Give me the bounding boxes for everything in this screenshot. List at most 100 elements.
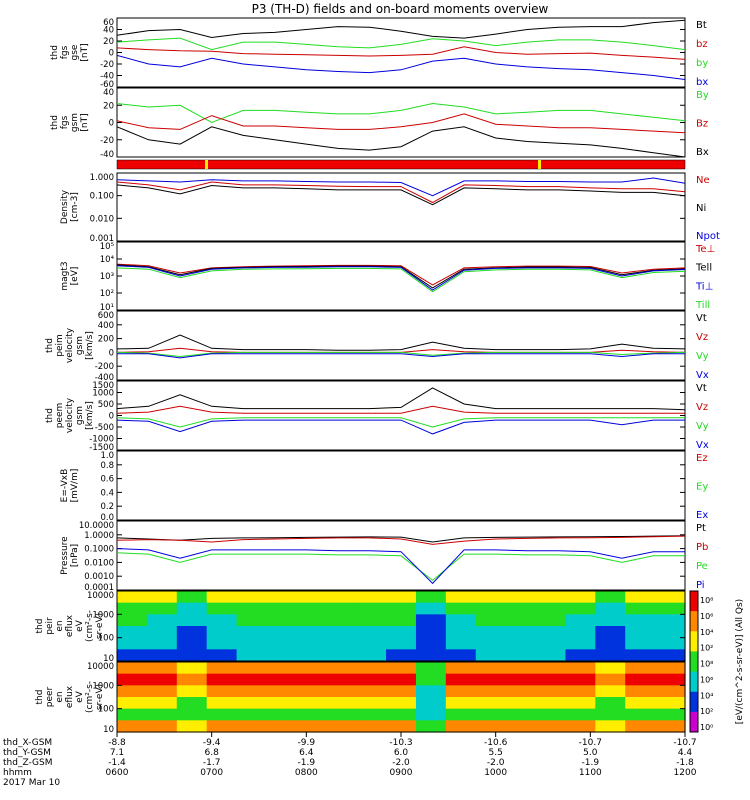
ytick-label: 10000 (87, 662, 114, 672)
series-line (116, 535, 686, 545)
heatmap-cell (565, 697, 596, 710)
heatmap-cell (595, 673, 626, 686)
heatmap-cell (236, 649, 268, 662)
heatmap-cell (595, 649, 626, 662)
colorbar-tick: 10⁶ (700, 612, 713, 621)
ylabel-line: velocity (65, 397, 75, 433)
heatmap-cell (146, 591, 178, 604)
heatmap-cell (356, 662, 387, 675)
heatmap-cell (296, 626, 327, 639)
xaxis-value: 0600 (106, 768, 129, 778)
heatmap-cell (505, 649, 537, 662)
colorbar-label: [eV/(cm^2-s-sr-eV)] (All Qs) (735, 599, 745, 724)
panel-fgs_gsm: thd fgs gsm [nT] 40 20 0 -20 -40 By Bz Bx (50, 87, 709, 160)
heatmap-cell (326, 662, 357, 675)
heatmap-cell (565, 602, 596, 615)
heatmap-cell (505, 614, 537, 627)
heatmap-cell (326, 602, 357, 615)
ylabel-line: sr-eV) (95, 613, 105, 639)
ytick-label: 500 (98, 400, 114, 410)
ytick-label: 0.4 (100, 488, 114, 498)
heatmap-cell (505, 637, 537, 650)
series-line (116, 102, 686, 124)
heatmap-cell (326, 614, 357, 627)
series-line (116, 417, 685, 428)
series-line (116, 46, 686, 60)
xaxis-row-label: thd_Z-GSM (3, 758, 52, 768)
heatmap-cell (415, 602, 447, 615)
ytick-label: 10000 (87, 591, 114, 601)
heatmap-cell (655, 673, 686, 686)
xaxis-value: -1.9 (582, 758, 600, 768)
heatmap-cell (655, 602, 686, 615)
panel-frame (116, 590, 686, 662)
heatmap-cell (535, 720, 567, 733)
heatmap-cell (266, 708, 297, 721)
heatmap-cell (386, 720, 417, 733)
ytick-label: 60 (103, 18, 114, 28)
ylabel-line: gse (70, 44, 80, 60)
xaxis-value: -2.0 (392, 758, 410, 768)
heatmap-cell (535, 649, 567, 662)
heatmap-cell (445, 649, 477, 662)
ylabel-line: thd (45, 338, 55, 353)
heatmap-cell (655, 649, 686, 662)
ytick-label: 600 (98, 311, 114, 321)
heatmap-cell (505, 708, 537, 721)
ylabel-line: thd (45, 408, 55, 423)
ylabel-line: [km/s] (85, 401, 95, 430)
legend-label: Npot (696, 231, 720, 242)
heatmap-cell (386, 697, 417, 710)
ytick-label: 10 (103, 725, 114, 735)
heatmap-cell (117, 626, 148, 639)
heatmap-cell (117, 614, 148, 627)
heatmap-cell (655, 626, 686, 639)
legend-label: Ni (696, 203, 706, 214)
heatmap-cell (535, 697, 567, 710)
legend-label: Vy (696, 351, 709, 362)
xaxis-value: -9.4 (203, 738, 221, 748)
ytick-label: 0.0100 (84, 558, 114, 568)
heatmap-cell (236, 685, 268, 698)
legend-label: bz (696, 39, 708, 50)
ytick-label: -20 (100, 60, 114, 70)
xaxis-value: -10.3 (389, 738, 412, 748)
legend-label: Vx (696, 440, 709, 451)
ytick-label: 1.0000 (84, 531, 114, 541)
heatmap-cell (386, 673, 417, 686)
heatmap-cell (565, 708, 596, 721)
heatmap-cell (326, 591, 357, 604)
heatmap-cell (595, 708, 626, 721)
heatmap-cell (655, 591, 686, 604)
heatmap-cell (206, 637, 238, 650)
ylabel-line: thd (35, 690, 45, 705)
xaxis-row-label: thd_Y-GSM (3, 748, 51, 758)
heatmap-cell (625, 720, 656, 733)
ytick-label: 10² (100, 289, 114, 299)
heatmap-cell (296, 637, 327, 650)
heatmap-cell (415, 662, 447, 675)
ylabel-line: gsm (70, 113, 80, 132)
heatmap-cell (565, 637, 596, 650)
panel-efield: E=-VxB [mV/m] 1.00.8 0.6 0.4 0.20.0 Ez Ey Ex (60, 450, 708, 523)
heatmap-cell (236, 708, 268, 721)
heatmap-cell (445, 637, 477, 650)
heatmap-cell (236, 602, 268, 615)
heatmap-cell (535, 626, 567, 639)
heatmap-cell (117, 637, 148, 650)
ytick-label: 0.100 (90, 192, 114, 202)
ytick-label: 1000 (92, 681, 114, 691)
heatmap-cell (206, 626, 238, 639)
heatmap-cell (206, 614, 238, 627)
figure-title: P3 (TH-D) fields and on-board moments ov… (252, 2, 549, 16)
heatmap-cell (625, 614, 656, 627)
heatmap-cell (535, 708, 567, 721)
heatmap-cell (176, 626, 208, 639)
heatmap-cell (445, 673, 477, 686)
heatmap-cell (445, 662, 477, 675)
panel-frame (116, 450, 686, 521)
ytick-label: 20 (103, 101, 114, 111)
heatmap-cell (655, 662, 686, 675)
heatmap-cell (415, 637, 447, 650)
ytick-label: 0.010 (90, 214, 114, 224)
